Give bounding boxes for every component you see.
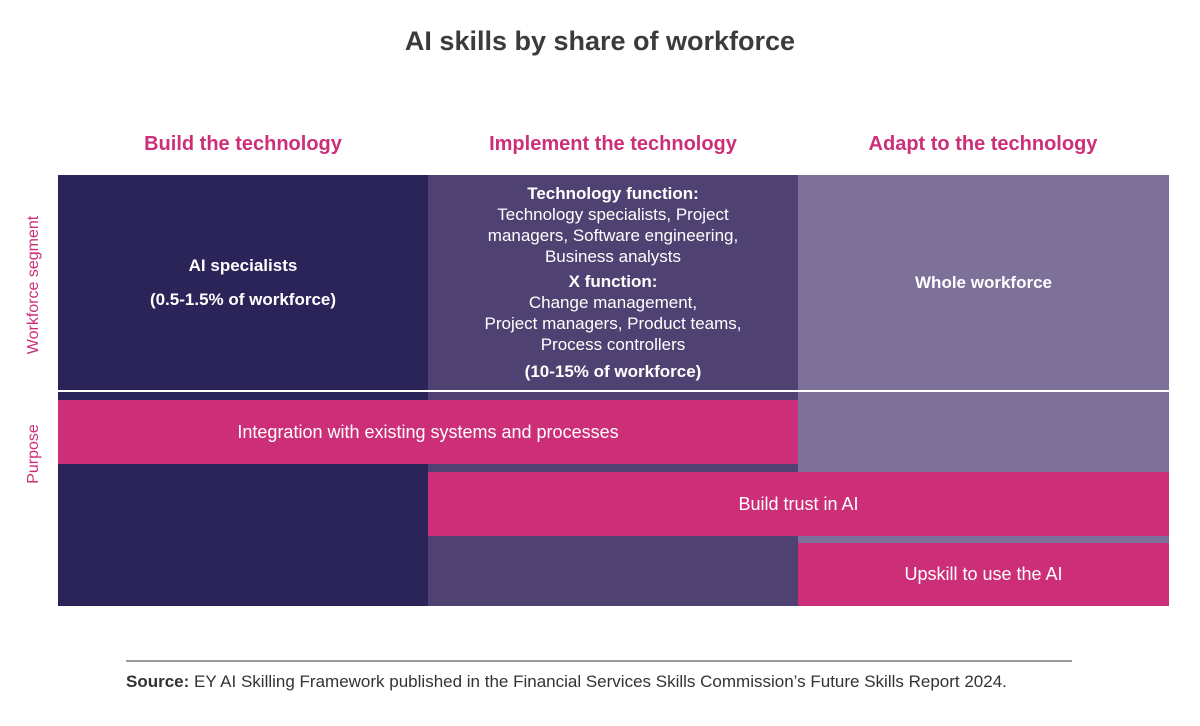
tech-function-line: managers, Software engineering,: [487, 226, 739, 245]
purpose-integration-bar: Integration with existing systems and pr…: [58, 400, 798, 464]
segment-build-name: AI specialists: [188, 256, 298, 275]
segment-adapt: Whole workforce: [798, 175, 1169, 390]
segment-build-share: (0.5-1.5% of workforce): [149, 290, 337, 309]
purpose-upskill-label: Upskill to use the AI: [904, 564, 1063, 584]
source-label: Source:: [126, 672, 190, 691]
segment-implement: Technology function: Technology speciali…: [428, 175, 798, 390]
row-label-workforce-segment: Workforce segment: [25, 215, 42, 355]
source-divider: [126, 660, 1072, 662]
segment-implement-share: (10-15% of workforce): [524, 362, 702, 381]
tech-function-heading: Technology function:: [527, 184, 699, 203]
x-function-line: Change management,: [528, 293, 698, 312]
segment-build: AI specialists (0.5-1.5% of workforce): [58, 175, 428, 390]
column-header-adapt: Adapt to the technology: [868, 133, 1098, 155]
purpose-integration-label: Integration with existing systems and pr…: [237, 421, 619, 442]
column-header-implement: Implement the technology: [489, 133, 737, 155]
x-function-heading: X function:: [568, 272, 658, 291]
purpose-trust-bar: Build trust in AI: [428, 472, 1169, 536]
x-function-line: Process controllers: [540, 335, 686, 354]
purpose-upskill-bar: Upskill to use the AI: [798, 543, 1169, 606]
x-function-line: Project managers, Product teams,: [484, 314, 742, 333]
column-header-build: Build the technology: [144, 133, 342, 155]
segment-adapt-name: Whole workforce: [915, 273, 1052, 292]
tech-function-line: Technology specialists, Project: [497, 205, 729, 224]
source-note: Source: EY AI Skilling Framework publish…: [126, 672, 1086, 692]
purpose-trust-label: Build trust in AI: [738, 493, 859, 514]
page-title: AI skills by share of workforce: [404, 26, 796, 56]
tech-function-line: Business analysts: [544, 247, 682, 266]
source-text: EY AI Skilling Framework published in th…: [189, 672, 1007, 691]
row-divider: [58, 390, 1169, 392]
row-label-purpose: Purpose: [25, 424, 42, 484]
